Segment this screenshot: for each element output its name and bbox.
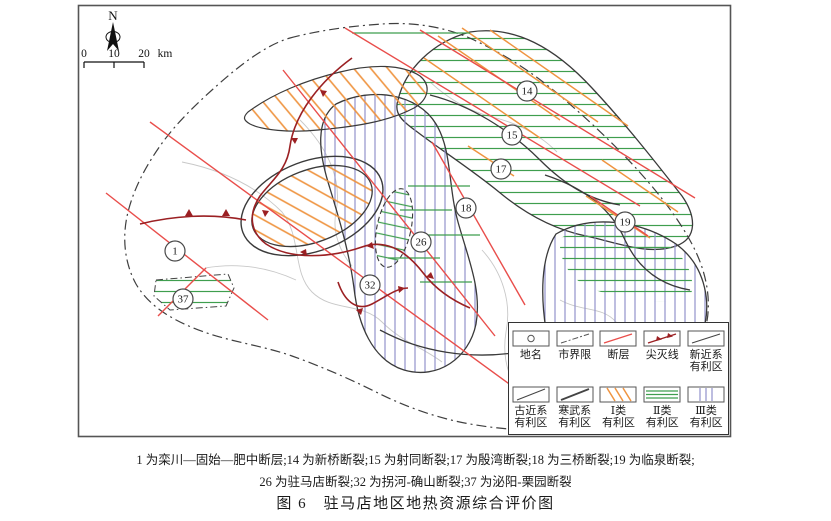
legend-item-class3: Ⅲ类 有利区 xyxy=(687,381,725,429)
marker-32: 32 xyxy=(359,274,381,296)
class2-overlay-lines xyxy=(352,32,480,283)
place-name-icon xyxy=(512,330,550,347)
marker-1: 1 xyxy=(164,240,186,262)
legend-item-pinch-out-line: 尖灭线 xyxy=(643,323,681,362)
legend-item-place-name: 地名 xyxy=(512,323,550,362)
class2-area-icon xyxy=(643,386,681,403)
pinch-out-line-icon xyxy=(643,330,681,347)
paleogene-area-icon xyxy=(512,386,550,403)
svg-text:15: 15 xyxy=(507,130,519,142)
svg-text:14: 14 xyxy=(522,86,534,98)
zone-class1-top-strip xyxy=(243,65,428,132)
svg-text:37: 37 xyxy=(178,294,190,306)
geothermal-map: 1 14 15 17 18 19 26 32 37 N xyxy=(77,4,732,438)
marker-18: 18 xyxy=(455,197,477,219)
zone-class1-ellipse-outer xyxy=(240,155,384,257)
figure-title: 图 6 驻马店地区地热资源综合评价图 xyxy=(276,496,555,512)
zone-class2-northeast xyxy=(396,30,694,251)
legend-item-city-boundary: 市界限 xyxy=(556,323,594,362)
figure-note-line1: 1 为栾川—固始—肥中断层;14 为新桥断裂;15 为射同断裂;17 为殷湾断裂… xyxy=(136,453,695,467)
svg-text:km: km xyxy=(158,48,173,60)
marker-19: 19 xyxy=(614,211,636,233)
legend-item-cambrian: 寒武系 有利区 xyxy=(556,381,594,429)
svg-text:26: 26 xyxy=(416,237,428,249)
svg-text:0: 0 xyxy=(81,48,87,60)
legend-item-fault: 断层 xyxy=(599,323,637,362)
marker-17: 17 xyxy=(490,158,512,180)
neogene-area-icon xyxy=(687,330,725,347)
north-arrow-icon: N xyxy=(105,8,121,51)
svg-text:19: 19 xyxy=(620,217,632,229)
marker-37: 37 xyxy=(172,288,194,310)
legend-item-paleogene: 古近系 有利区 xyxy=(512,381,550,429)
fault-icon xyxy=(599,330,637,347)
svg-text:32: 32 xyxy=(365,280,376,292)
marker-26: 26 xyxy=(410,231,432,253)
zone-class2-small-blob xyxy=(374,188,414,268)
marker-14: 14 xyxy=(516,80,538,102)
cambrian-area-icon xyxy=(556,386,594,403)
legend-item-neogene: 新近系 有利区 xyxy=(687,323,725,373)
map-legend: 地名 市界限 断层 尖灭线 xyxy=(508,322,729,435)
map-markers: 1 14 15 17 18 19 26 32 37 xyxy=(164,80,636,310)
svg-text:17: 17 xyxy=(496,164,508,176)
svg-text:1: 1 xyxy=(172,246,178,258)
figure-note-line2: 26 为驻马店断裂;32 为拐河-确山断裂;37 为泌阳-栗园断裂 xyxy=(259,475,572,489)
marker-15: 15 xyxy=(501,124,523,146)
city-boundary-icon xyxy=(556,330,594,347)
svg-text:18: 18 xyxy=(461,203,473,215)
zone-class2-east-overlay xyxy=(559,228,693,302)
svg-text:10: 10 xyxy=(108,48,120,60)
pinch-out-barbs xyxy=(185,90,434,315)
svg-text:20: 20 xyxy=(138,48,150,60)
legend-item-class2: Ⅱ类 有利区 xyxy=(643,381,681,429)
fault-lines xyxy=(105,27,696,387)
class1-area-icon xyxy=(599,386,637,403)
legend-item-class1: Ⅰ类 有利区 xyxy=(599,381,637,429)
scale-bar: 0 10 20 km xyxy=(81,48,172,68)
svg-text:N: N xyxy=(108,8,118,23)
class3-area-icon xyxy=(687,386,725,403)
